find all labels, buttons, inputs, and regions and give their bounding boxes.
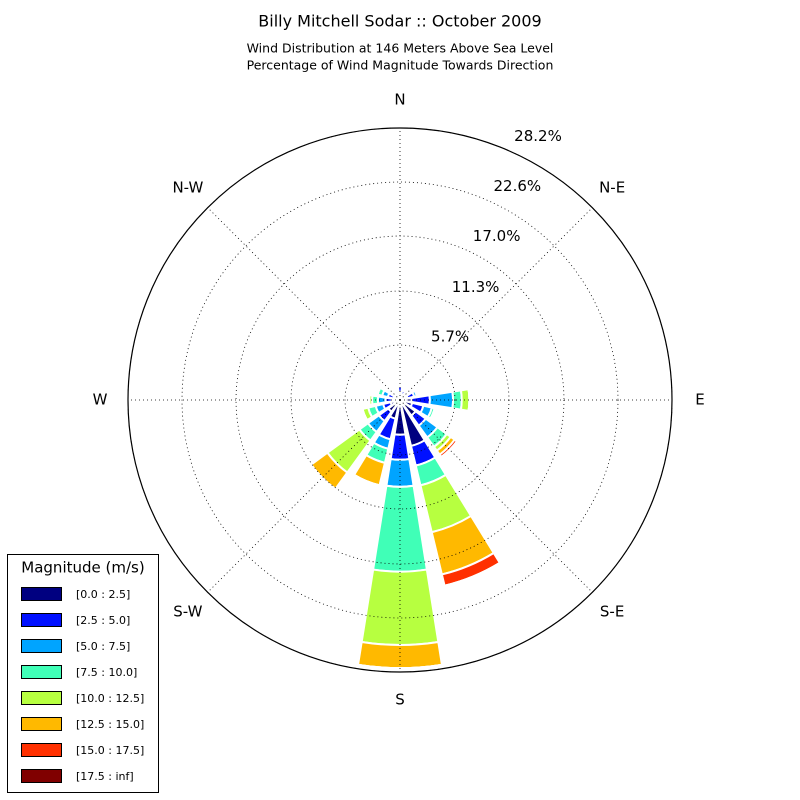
chart-subtitle: Wind Distribution at 146 Meters Above Se…	[247, 41, 554, 56]
wedge	[428, 390, 455, 410]
wedge	[440, 440, 458, 458]
legend-label: [2.5 : 5.0]	[76, 614, 130, 627]
wedge	[376, 395, 387, 405]
direction-label: W	[93, 391, 108, 409]
legend-label: [7.5 : 10.0]	[76, 666, 137, 679]
legend-label: [0.0 : 2.5]	[76, 588, 130, 601]
r-tick-label: 17.0%	[473, 227, 521, 245]
grid-spoke	[207, 207, 401, 401]
direction-label: S-W	[173, 603, 202, 621]
r-tick-label: 22.6%	[493, 177, 541, 195]
wedge	[413, 390, 418, 397]
wedge	[396, 393, 399, 396]
grid-spoke	[207, 399, 401, 593]
direction-label: S-E	[600, 603, 624, 621]
wedge	[376, 387, 382, 395]
legend-swatch	[21, 717, 62, 731]
grid-spoke	[399, 207, 593, 401]
chart-title: Billy Mitchell Sodar :: October 2009	[258, 12, 541, 31]
legend-label: [5.0 : 7.5]	[76, 640, 130, 653]
r-tick-label: 28.2%	[514, 127, 562, 145]
direction-label: E	[695, 391, 704, 409]
direction-label: N-W	[172, 178, 203, 196]
legend-label: [17.5 : inf]	[76, 770, 134, 783]
wedge	[401, 389, 406, 393]
direction-label: N-E	[599, 178, 625, 196]
legend-label: [12.5 : 15.0]	[76, 718, 144, 731]
legend-swatch	[21, 743, 62, 757]
direction-label: S	[395, 691, 405, 709]
grid-spoke	[399, 399, 593, 593]
grid-circle	[235, 235, 565, 565]
r-tick-label: 11.3%	[452, 278, 500, 296]
legend-swatch	[21, 639, 62, 653]
chart-subtitle: Percentage of Wind Magnitude Towards Dir…	[247, 58, 554, 73]
direction-label: N	[394, 91, 405, 109]
legend-title: Magnitude (m/s)	[21, 559, 144, 577]
legend-swatch	[21, 769, 62, 783]
legend-swatch	[21, 587, 62, 601]
legend-label: [10.0 : 12.5]	[76, 692, 144, 705]
wedge	[392, 392, 397, 397]
outer-circle	[127, 127, 673, 673]
wedge	[353, 473, 380, 487]
grid-circle	[181, 181, 619, 619]
grid-circle	[344, 344, 456, 456]
legend-swatch	[21, 691, 62, 705]
r-tick-label: 5.7%	[431, 328, 469, 346]
legend-label: [15.0 : 17.5]	[76, 744, 144, 757]
legend-swatch	[21, 665, 62, 679]
legend-swatch	[21, 613, 62, 627]
wedge	[389, 433, 411, 461]
wedge	[361, 408, 368, 421]
